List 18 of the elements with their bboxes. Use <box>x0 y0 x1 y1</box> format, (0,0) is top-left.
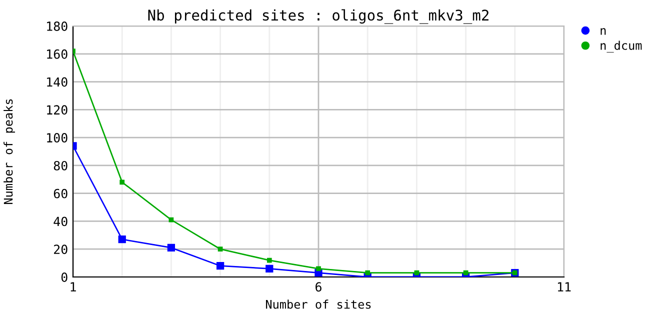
y-tick-label: 100 <box>47 133 68 143</box>
y-tick-label: 80 <box>54 160 68 170</box>
y-tick-label: 160 <box>47 49 68 59</box>
x-tick-label: 1 <box>70 282 76 292</box>
y-tick-label: 0 <box>61 272 68 282</box>
y-tick-label: 120 <box>47 105 68 115</box>
y-tick-label: 180 <box>47 22 68 31</box>
chart-title: Nb predicted sites : oligos_6nt_mkv3_m2 <box>148 9 488 24</box>
y-tick-label: 140 <box>47 77 68 87</box>
y-tick-label: 60 <box>54 188 68 198</box>
x-tick-label: 6 <box>316 282 322 292</box>
y-tick-label: 20 <box>54 244 68 254</box>
x-tick-label: 11 <box>558 282 571 292</box>
y-tick-label: 40 <box>54 216 68 226</box>
legend-label: n_dcum <box>600 40 642 53</box>
x-axis-title: Number of sites <box>266 300 371 309</box>
legend-label: n <box>600 28 606 35</box>
y-axis-title: Number of peaks <box>4 99 16 204</box>
